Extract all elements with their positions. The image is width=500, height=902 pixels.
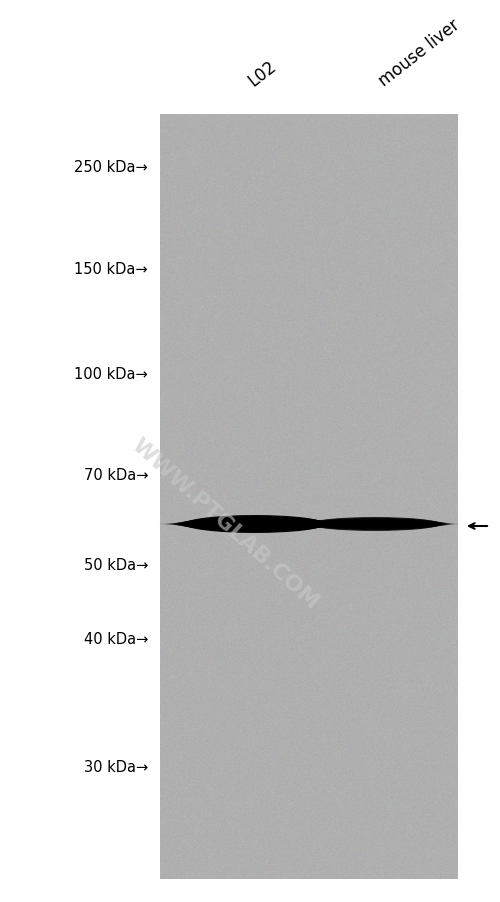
Text: mouse liver: mouse liver: [375, 16, 463, 90]
Ellipse shape: [180, 518, 330, 531]
Ellipse shape: [300, 520, 450, 528]
Text: 30 kDa→: 30 kDa→: [84, 759, 148, 775]
Text: L02: L02: [245, 57, 280, 90]
Text: 50 kDa→: 50 kDa→: [84, 557, 148, 573]
Ellipse shape: [157, 523, 353, 525]
Ellipse shape: [174, 520, 336, 529]
Ellipse shape: [182, 517, 328, 532]
Ellipse shape: [168, 522, 342, 527]
Text: 40 kDa→: 40 kDa→: [84, 631, 148, 647]
Text: WWW.PTGLAB.COM: WWW.PTGLAB.COM: [128, 434, 322, 612]
Ellipse shape: [308, 519, 442, 530]
Ellipse shape: [171, 520, 339, 528]
Ellipse shape: [176, 519, 334, 530]
Text: 250 kDa→: 250 kDa→: [74, 161, 148, 175]
Text: 100 kDa→: 100 kDa→: [74, 367, 148, 382]
Ellipse shape: [166, 523, 344, 526]
Ellipse shape: [294, 522, 456, 527]
Ellipse shape: [160, 523, 350, 525]
Text: 70 kDa→: 70 kDa→: [84, 468, 148, 483]
Ellipse shape: [297, 521, 453, 527]
Ellipse shape: [310, 518, 440, 531]
Ellipse shape: [289, 524, 461, 525]
Ellipse shape: [305, 520, 445, 529]
Ellipse shape: [185, 515, 325, 533]
Ellipse shape: [292, 523, 458, 526]
Ellipse shape: [302, 520, 448, 529]
Ellipse shape: [162, 523, 348, 525]
Text: 150 kDa→: 150 kDa→: [74, 262, 148, 277]
